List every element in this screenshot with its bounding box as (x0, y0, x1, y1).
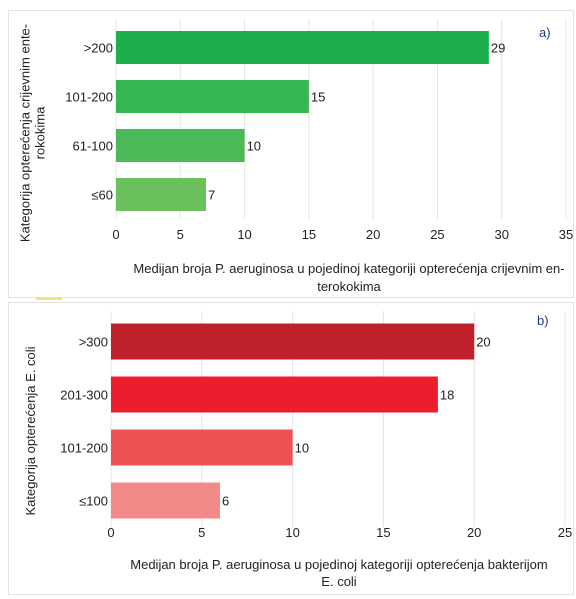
bar-4 (111, 482, 220, 519)
data-label: 10 (247, 139, 261, 154)
data-label: 15 (311, 90, 325, 105)
data-label: 6 (222, 494, 229, 509)
bar-1 (111, 323, 475, 360)
bar-3 (116, 129, 245, 162)
x-tick-label: 5 (198, 525, 205, 540)
y-axis-title-line: rokokima (33, 106, 48, 160)
x-axis-title-line: E. coli (321, 574, 357, 589)
category-label: 101-200 (65, 90, 113, 105)
x-axis-title-line: terokokima (317, 279, 381, 294)
data-label: 18 (440, 388, 454, 403)
x-tick-label: 10 (237, 227, 251, 242)
bar-4 (116, 178, 206, 211)
category-label: 61-100 (73, 139, 113, 154)
data-label: 29 (491, 41, 505, 56)
x-axis-title-line: Medijan broja P. aeruginosa u pojedinoj … (130, 557, 547, 572)
category-label: ≤100 (79, 494, 108, 509)
divider-accent (36, 297, 62, 300)
data-label: 20 (476, 335, 490, 350)
y-axis-title: Kategorija opterećenja crijevnim ente-ro… (18, 24, 48, 242)
chart-panel-b: 0 5 10 15 20 25 >300 20 201-300 18 101-200 10 ≤100 6 b… (8, 302, 574, 595)
bar-3 (111, 429, 293, 466)
x-tick-label: 15 (376, 525, 390, 540)
x-tick-label: 10 (285, 525, 299, 540)
y-axis-title-line: Kategorija opterećenja crijevnim ente- (18, 24, 33, 242)
x-tick-label: 30 (494, 227, 508, 242)
chart-a: 0 5 10 15 20 25 30 35 >200 29 101-200 15 61-100 10 ≤60… (18, 19, 573, 294)
x-tick-label: 20 (366, 227, 380, 242)
x-tick-label: 25 (558, 525, 572, 540)
x-tick-label: 35 (559, 227, 573, 242)
category-label: >300 (79, 335, 108, 350)
y-axis-title: Kategorija opterećenja E. coli (23, 346, 38, 515)
panel-tag: a) (539, 25, 551, 40)
bar-2 (111, 376, 438, 413)
x-tick-label: 25 (430, 227, 444, 242)
x-tick-label: 5 (177, 227, 184, 242)
category-label: 101-200 (60, 441, 108, 456)
y-axis-title-line: Kategorija opterećenja E. coli (23, 346, 38, 515)
x-tick-label: 0 (112, 227, 119, 242)
x-tick-label: 20 (467, 525, 481, 540)
category-label: >200 (84, 41, 113, 56)
category-label: 201-300 (60, 388, 108, 403)
data-label: 7 (208, 188, 215, 203)
panel-tag: b) (537, 313, 549, 328)
bar-1 (116, 31, 489, 64)
category-label: ≤60 (91, 188, 113, 203)
data-label: 10 (295, 441, 309, 456)
chart-panel-a: 0 5 10 15 20 25 30 35 >200 29 101-200 15 61-100 10 ≤60… (8, 10, 574, 298)
x-tick-label: 0 (107, 525, 114, 540)
x-tick-label: 15 (302, 227, 316, 242)
x-axis-title-line: Medijan broja P. aeruginosa u pojedinoj … (133, 261, 564, 276)
chart-b: 0 5 10 15 20 25 >300 20 201-300 18 101-200 10 ≤100 6 b… (23, 311, 572, 589)
bar-2 (116, 80, 309, 113)
